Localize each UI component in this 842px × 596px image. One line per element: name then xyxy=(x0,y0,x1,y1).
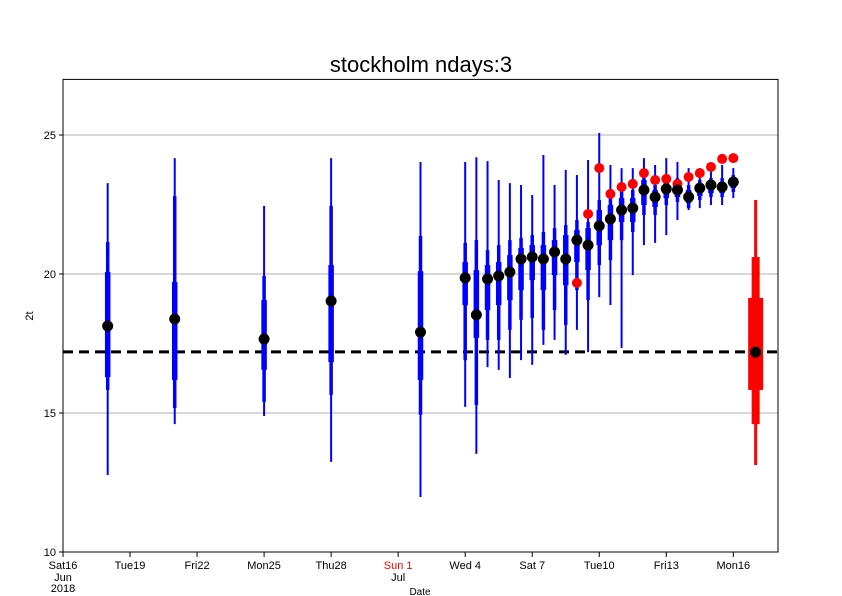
climate-box-inner xyxy=(748,297,764,390)
median-dot xyxy=(571,234,583,246)
x-axis-label: Date xyxy=(409,587,431,596)
median-dot xyxy=(582,239,594,251)
x-tick-label: Wed 4 xyxy=(449,560,481,572)
median-dot xyxy=(593,220,605,232)
box-inner xyxy=(484,265,491,311)
box-inner xyxy=(574,230,580,263)
red-point xyxy=(705,161,716,172)
median-dot xyxy=(649,191,661,203)
x-sublabel: 2018 xyxy=(51,583,75,595)
climate-median-dot xyxy=(750,346,762,358)
median-dot xyxy=(493,270,505,282)
red-point xyxy=(717,153,728,164)
median-dot xyxy=(694,182,706,194)
x-tick-label: Thu28 xyxy=(316,560,347,572)
median-dot xyxy=(102,320,114,332)
median-dot xyxy=(604,213,616,225)
y-tick-label: 15 xyxy=(44,408,56,420)
red-point xyxy=(694,168,705,179)
median-dot xyxy=(671,184,683,196)
box-inner xyxy=(551,240,558,276)
median-dot xyxy=(727,176,739,188)
box-inner xyxy=(495,262,502,306)
box-inner xyxy=(328,265,334,363)
x-sublabel: Jul xyxy=(391,572,405,584)
red-point xyxy=(661,173,672,184)
median-dot xyxy=(258,333,270,345)
median-dot xyxy=(660,183,672,195)
red-point xyxy=(627,178,638,189)
box-inner xyxy=(518,247,524,291)
x-tick-label: Tue10 xyxy=(584,560,615,572)
median-dot xyxy=(683,191,695,203)
x-tick-label: Sat 7 xyxy=(519,560,545,572)
median-dot xyxy=(549,246,561,258)
box-inner xyxy=(540,245,547,291)
median-dot xyxy=(482,273,494,285)
red-point xyxy=(583,208,594,219)
red-point xyxy=(605,188,616,199)
plot-frame xyxy=(62,78,779,553)
median-dot xyxy=(325,295,337,307)
median-dot xyxy=(638,184,650,196)
box-inner xyxy=(171,282,178,380)
x-tick-label: Tue19 xyxy=(115,560,146,572)
red-point xyxy=(616,181,627,192)
median-dot xyxy=(705,179,717,191)
median-dot xyxy=(459,272,471,284)
median-dot xyxy=(504,266,516,278)
box-inner xyxy=(507,255,513,301)
y-tick-label: 20 xyxy=(44,269,56,281)
y-tick-label: 10 xyxy=(44,547,56,559)
box-inner xyxy=(462,262,468,306)
red-point xyxy=(638,168,649,179)
median-dot xyxy=(515,253,527,265)
box-inner xyxy=(529,245,535,281)
x-tick-label: Mon25 xyxy=(247,560,281,572)
median-dot xyxy=(415,326,426,338)
x-tick-label: Mon16 xyxy=(716,560,750,572)
median-dot xyxy=(716,181,728,193)
median-dot xyxy=(627,202,639,214)
median-dot xyxy=(470,309,482,321)
x-tick-label: Sat16 xyxy=(49,560,78,572)
red-point xyxy=(683,171,694,182)
box-inner xyxy=(417,271,424,380)
chart-title: stockholm ndays:3 xyxy=(330,52,512,77)
red-point xyxy=(728,153,739,164)
median-dot xyxy=(537,253,549,265)
median-dot xyxy=(560,253,572,265)
red-point xyxy=(650,175,661,186)
box-inner xyxy=(473,270,480,338)
red-point xyxy=(571,277,582,288)
x-tick-label: Sun 1 xyxy=(384,560,413,572)
x-tick-label: Fri22 xyxy=(185,560,210,572)
y-axis-label: 2t xyxy=(24,311,36,320)
x-tick-label: Fri13 xyxy=(654,560,679,572)
median-dot xyxy=(526,251,538,263)
x-sublabel: Jun xyxy=(54,572,72,584)
median-dot xyxy=(616,204,628,216)
y-tick-label: 25 xyxy=(44,130,56,142)
median-dot xyxy=(169,313,181,325)
red-point xyxy=(594,163,605,174)
